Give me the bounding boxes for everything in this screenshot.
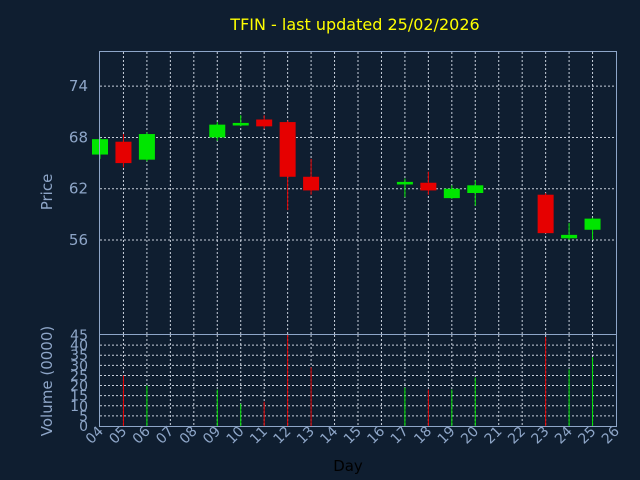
candle-body: [115, 141, 132, 164]
candle: [420, 171, 437, 195]
chart-title: TFIN - last updated 25/02/2026: [229, 15, 479, 34]
volume-tick-label: 35: [70, 348, 88, 364]
candle-body: [279, 122, 296, 177]
x-tick-label: 26: [599, 423, 623, 447]
candle-body: [232, 122, 249, 126]
candle-body: [467, 185, 484, 193]
candle: [443, 185, 460, 199]
price-tick-label: 68: [69, 128, 88, 146]
candle: [138, 132, 155, 162]
x-tick-label: 07: [153, 424, 177, 448]
x-tick-label: 17: [388, 424, 412, 448]
volume-tick-label: 20: [70, 379, 88, 395]
x-tick-label: 18: [411, 424, 435, 448]
x-tick-label: 15: [341, 424, 365, 448]
x-tick-label: 12: [271, 424, 295, 448]
candle: [561, 222, 578, 240]
volume-bars: [122, 335, 594, 426]
price-panel: 56 62 68 74 Price: [38, 51, 617, 335]
candle: [232, 115, 249, 127]
candle: [256, 115, 273, 129]
candle-body: [537, 194, 554, 234]
x-tick-label: 05: [106, 424, 130, 448]
x-tick-label: 11: [247, 424, 271, 448]
price-tick-label: 74: [69, 77, 88, 95]
x-tick-label: 09: [200, 424, 224, 448]
volume-tick-label: 15: [70, 389, 88, 405]
volume-tick-label: 25: [70, 368, 88, 384]
x-tick-label: 06: [130, 423, 154, 447]
volume-tick-label: 0: [79, 419, 88, 435]
candle-body: [420, 182, 437, 191]
volume-tick-label: 45: [70, 328, 88, 344]
volume-tick-label: 40: [70, 338, 88, 354]
x-tick-label: 25: [575, 424, 599, 448]
volume-tick-label: 30: [70, 358, 88, 374]
candle-body: [303, 176, 320, 191]
candle-body: [209, 124, 226, 138]
x-tick-label: 19: [435, 424, 459, 448]
candle-body: [138, 134, 155, 160]
candle-body: [443, 188, 460, 199]
x-tick-label: 13: [294, 424, 318, 448]
x-tick-label: 20: [458, 424, 482, 448]
x-tick-label: 24: [552, 423, 576, 447]
price-tick-labels: 56 62 68 74: [69, 77, 88, 249]
candle: [584, 217, 601, 240]
volume-plot-frame: [99, 334, 617, 427]
x-tick-label: 14: [317, 423, 341, 447]
price-tick-label: 62: [69, 180, 88, 198]
x-tick-label: 10: [224, 424, 248, 448]
price-axis-label: Price: [38, 174, 56, 211]
candle: [303, 158, 320, 195]
volume-tick-label: 5: [79, 409, 88, 425]
candle: [115, 134, 132, 168]
candle-body: [561, 234, 578, 239]
candle: [279, 120, 296, 211]
x-tick-label: 16: [364, 423, 388, 447]
candle-body: [584, 218, 601, 230]
price-tick-label: 56: [69, 231, 88, 249]
x-tick-label: 08: [177, 424, 201, 448]
x-axis-label: Day: [333, 457, 363, 475]
volume-tick-label: 10: [70, 399, 88, 415]
x-tick-labels: 04 05 06 07 08 09 10 11 12 13 14 15 16 17 18 19 20 21 22 23…: [83, 423, 623, 447]
candlesticks: [92, 115, 601, 240]
candle-body: [396, 181, 413, 185]
candle: [209, 122, 226, 141]
x-tick-label: 21: [482, 424, 506, 448]
volume-axis-label: Volume (0000): [38, 326, 56, 436]
candle-body: [256, 119, 273, 127]
x-tick-label: 22: [505, 424, 529, 448]
candle: [537, 193, 554, 234]
price-gridlines: [100, 52, 616, 334]
volume-gridlines: [100, 335, 616, 426]
candle: [467, 180, 484, 206]
x-tick-label: 23: [529, 424, 553, 448]
candle: [396, 178, 413, 198]
